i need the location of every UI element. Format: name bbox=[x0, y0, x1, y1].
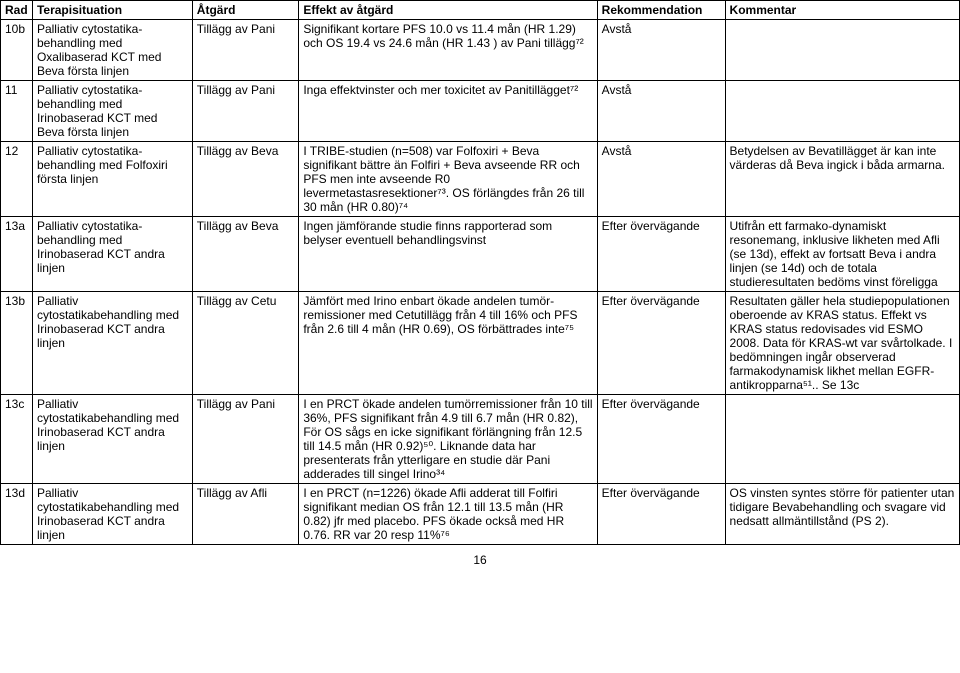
cell-rekom: Efter övervägande bbox=[597, 292, 725, 395]
table-row: 12 Palliativ cytostatika-behandling med … bbox=[1, 142, 960, 217]
header-rekom: Rekommendation bbox=[597, 1, 725, 20]
cell-atgard: Tillägg av Beva bbox=[192, 217, 299, 292]
cell-rekom: Efter övervägande bbox=[597, 217, 725, 292]
treatment-table: Rad Terapisituation Åtgärd Effekt av åtg… bbox=[0, 0, 960, 545]
table-row: 13b Palliativ cytostatikabehandling med … bbox=[1, 292, 960, 395]
cell-effekt: Signifikant kortare PFS 10.0 vs 11.4 mån… bbox=[299, 20, 597, 81]
cell-effekt: Inga effektvinster och mer toxicitet av … bbox=[299, 81, 597, 142]
header-terapi: Terapisituation bbox=[32, 1, 192, 20]
cell-atgard: Tillägg av Cetu bbox=[192, 292, 299, 395]
header-rad: Rad bbox=[1, 1, 33, 20]
cell-komm bbox=[725, 395, 959, 484]
cell-rekom: Avstå bbox=[597, 81, 725, 142]
cell-rad: 10b bbox=[1, 20, 33, 81]
cell-effekt: Jämfört med Irino enbart ökade andelen t… bbox=[299, 292, 597, 395]
cell-terapi: Palliativ cytostatika-behandling med Iri… bbox=[32, 217, 192, 292]
cell-komm: Resultaten gäller hela studiepopulatione… bbox=[725, 292, 959, 395]
cell-effekt: I TRIBE-studien (n=508) var Folfoxiri + … bbox=[299, 142, 597, 217]
cell-terapi: Palliativ cytostatika-behandling med Oxa… bbox=[32, 20, 192, 81]
cell-terapi: Palliativ cytostatika-behandling med Fol… bbox=[32, 142, 192, 217]
cell-rekom: Avstå bbox=[597, 142, 725, 217]
cell-rekom: Avstå bbox=[597, 20, 725, 81]
cell-atgard: Tillägg av Afli bbox=[192, 484, 299, 545]
cell-komm: OS vinsten syntes större för patienter u… bbox=[725, 484, 959, 545]
cell-rad: 13a bbox=[1, 217, 33, 292]
cell-rekom: Efter övervägande bbox=[597, 484, 725, 545]
cell-rad: 13b bbox=[1, 292, 33, 395]
cell-terapi: Palliativ cytostatikabehandling med Irin… bbox=[32, 484, 192, 545]
header-komm: Kommentar bbox=[725, 1, 959, 20]
cell-atgard: Tillägg av Pani bbox=[192, 395, 299, 484]
cell-rad: 11 bbox=[1, 81, 33, 142]
cell-rad: 12 bbox=[1, 142, 33, 217]
table-header-row: Rad Terapisituation Åtgärd Effekt av åtg… bbox=[1, 1, 960, 20]
header-atgard: Åtgärd bbox=[192, 1, 299, 20]
table-row: 10b Palliativ cytostatika-behandling med… bbox=[1, 20, 960, 81]
cell-effekt: I en PRCT ökade andelen tumörremissioner… bbox=[299, 395, 597, 484]
table-row: 13c Palliativ cytostatikabehandling med … bbox=[1, 395, 960, 484]
table-row: 13a Palliativ cytostatika-behandling med… bbox=[1, 217, 960, 292]
cell-atgard: Tillägg av Pani bbox=[192, 20, 299, 81]
header-effekt: Effekt av åtgärd bbox=[299, 1, 597, 20]
cell-komm bbox=[725, 20, 959, 81]
cell-komm: Betydelsen av Bevatillägget är kan inte … bbox=[725, 142, 959, 217]
page-number: 16 bbox=[0, 545, 960, 567]
cell-effekt: Ingen jämförande studie finns rapportera… bbox=[299, 217, 597, 292]
cell-rad: 13c bbox=[1, 395, 33, 484]
cell-atgard: Tillägg av Beva bbox=[192, 142, 299, 217]
cell-effekt: I en PRCT (n=1226) ökade Afli adderat ti… bbox=[299, 484, 597, 545]
cell-komm bbox=[725, 81, 959, 142]
table-row: 13d Palliativ cytostatikabehandling med … bbox=[1, 484, 960, 545]
cell-terapi: Palliativ cytostatika-behandling med Iri… bbox=[32, 81, 192, 142]
cell-terapi: Palliativ cytostatikabehandling med Irin… bbox=[32, 292, 192, 395]
table-row: 11 Palliativ cytostatika-behandling med … bbox=[1, 81, 960, 142]
cell-rad: 13d bbox=[1, 484, 33, 545]
cell-komm: Utifrån ett farmako-dynamiskt resonemang… bbox=[725, 217, 959, 292]
cell-atgard: Tillägg av Pani bbox=[192, 81, 299, 142]
cell-rekom: Efter övervägande bbox=[597, 395, 725, 484]
cell-terapi: Palliativ cytostatikabehandling med Irin… bbox=[32, 395, 192, 484]
